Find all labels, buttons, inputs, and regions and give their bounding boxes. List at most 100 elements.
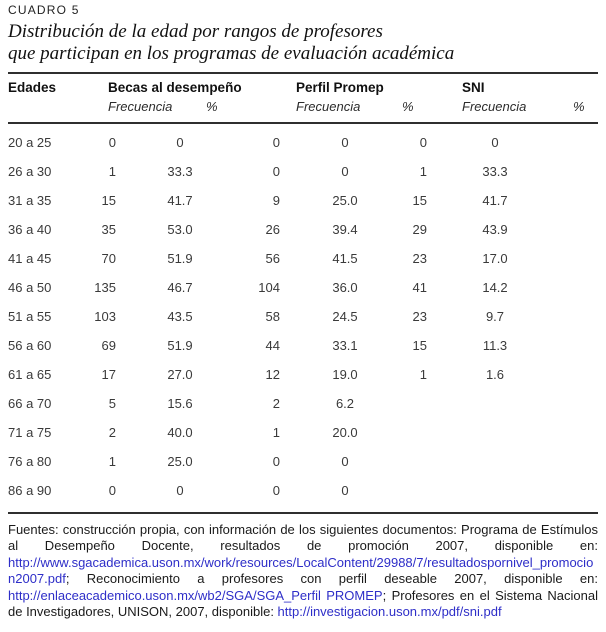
sources-note: Fuentes: construcción propia, con inform… <box>8 522 598 620</box>
frequency-cell: 104 <box>258 280 280 295</box>
percent-cell: 0 <box>491 135 499 150</box>
percent-cell: 17.0 <box>482 251 508 266</box>
column-header-becas: Becas al desempeño <box>108 80 242 95</box>
table-row: 56 a 60 69 51.9 44 33.1 15 11.3 <box>8 331 598 360</box>
frequency-cell: 35 <box>101 222 116 237</box>
source-link[interactable]: http://www.sgacademica.uson.mx/work/reso… <box>8 554 594 587</box>
percent-cell: 33.3 <box>482 164 508 179</box>
frequency-cell: 29 <box>412 222 427 237</box>
edad-range-cell: 86 a 90 <box>8 483 52 498</box>
frequency-cell: 0 <box>108 483 116 498</box>
edad-range-cell: 66 a 70 <box>8 396 52 411</box>
frequency-cell: 9 <box>272 193 280 208</box>
subheader-frecuencia-promep: Frecuencia <box>296 99 361 114</box>
spacer-cell <box>563 389 598 418</box>
frequency-cell: 15 <box>101 193 116 208</box>
frequency-cell: 5 <box>108 396 116 411</box>
percent-cell: 39.4 <box>332 222 358 237</box>
percent-cell: 41.7 <box>482 193 508 208</box>
spacer-cell <box>563 331 598 360</box>
percent-cell: 0 <box>341 164 349 179</box>
percent-cell: 11.3 <box>482 338 508 353</box>
edad-range-cell: 71 a 75 <box>8 425 52 440</box>
source-link[interactable]: http://enlaceacademico.uson.mx/wb2/SGA/S… <box>8 587 383 603</box>
sources-text: ; Profesores en el Sistema Nacional de I… <box>8 587 598 620</box>
frequency-cell: 23 <box>412 251 427 266</box>
table-row: 61 a 65 17 27.0 12 19.0 1 1.6 <box>8 360 598 389</box>
frequency-cell: 1 <box>108 164 116 179</box>
frequency-cell: 2 <box>272 396 280 411</box>
percent-cell: 33.3 <box>167 164 193 179</box>
spacer-cell <box>563 302 598 331</box>
percent-cell: 6.2 <box>335 396 355 411</box>
spacer-cell <box>563 186 598 215</box>
edad-range-cell: 36 a 40 <box>8 222 52 237</box>
percent-cell: 19.0 <box>332 367 358 382</box>
frequency-cell: 103 <box>94 309 116 324</box>
table-row: 66 a 70 5 15.6 2 6.2 <box>8 389 598 418</box>
frequency-cell: 69 <box>101 338 116 353</box>
table-row: 26 a 30 1 33.3 0 0 1 33.3 <box>8 157 598 186</box>
frequency-cell: 17 <box>101 367 116 382</box>
percent-cell: 43.5 <box>167 309 193 324</box>
table-title: Distribución de la edad por rangos de pr… <box>8 21 598 65</box>
frequency-cell: 23 <box>412 309 427 324</box>
table-row: 51 a 55 103 43.5 58 24.5 23 9.7 <box>8 302 598 331</box>
percent-cell <box>427 447 563 476</box>
percent-cell: 46.7 <box>167 280 193 295</box>
percent-cell: 40.0 <box>167 425 193 440</box>
percent-cell: 33.1 <box>332 338 358 353</box>
edad-range-cell: 76 a 80 <box>8 454 52 469</box>
title-line-2: que participan en los programas de evalu… <box>8 43 455 64</box>
percent-cell: 27.0 <box>167 367 193 382</box>
column-header-sni: SNI <box>462 80 485 95</box>
percent-cell: 24.5 <box>332 309 358 324</box>
edad-range-cell: 41 a 45 <box>8 251 52 266</box>
column-header-perfil-promep: Perfil Promep <box>296 80 384 95</box>
table-number: CUADRO 5 <box>8 3 80 17</box>
frequency-cell: 0 <box>419 135 427 150</box>
percent-cell: 51.9 <box>167 251 193 266</box>
frequency-cell: 1 <box>272 425 280 440</box>
percent-cell: 1.6 <box>485 367 505 382</box>
table-row: 71 a 75 2 40.0 1 20.0 <box>8 418 598 447</box>
frequency-cell: 0 <box>272 164 280 179</box>
spacer-cell <box>563 215 598 244</box>
source-link[interactable]: http://investigacion.uson.mx/pdf/sni.pdf <box>277 604 502 620</box>
percent-cell: 0 <box>341 454 349 469</box>
subheader-frecuencia-becas: Frecuencia <box>108 99 173 114</box>
edad-range-cell: 61 a 65 <box>8 367 52 382</box>
frequency-cell <box>410 447 427 476</box>
edad-range-cell: 20 a 25 <box>8 135 52 150</box>
subheader-percent-sni: % <box>573 99 585 114</box>
table-row: 46 a 50 135 46.7 104 36.0 41 14.2 <box>8 273 598 302</box>
horizontal-rule-middle <box>8 122 598 124</box>
edad-range-cell: 31 a 35 <box>8 193 52 208</box>
percent-cell: 43.9 <box>482 222 508 237</box>
frequency-cell: 58 <box>265 309 280 324</box>
percent-cell: 20.0 <box>332 425 358 440</box>
percent-cell: 0 <box>341 483 349 498</box>
frequency-cell: 15 <box>412 193 427 208</box>
subheader-percent-becas: % <box>206 99 218 114</box>
percent-cell: 14.2 <box>482 280 508 295</box>
frequency-cell <box>410 476 427 505</box>
frequency-cell: 1 <box>419 367 427 382</box>
frequency-cell <box>410 418 427 447</box>
percent-cell: 25.0 <box>167 454 193 469</box>
percent-cell: 41.5 <box>332 251 358 266</box>
table-row: 86 a 90 0 0 0 0 <box>8 476 598 505</box>
percent-cell: 41.7 <box>167 193 193 208</box>
data-table: 20 a 25 0 0 0 0 0 0 26 a 30 1 33.3 0 0 1 33.3 31 a 35 1… <box>8 128 598 505</box>
edad-range-cell: 51 a 55 <box>8 309 52 324</box>
spacer-cell <box>563 447 598 476</box>
horizontal-rule-bottom <box>8 512 598 514</box>
frequency-cell: 56 <box>265 251 280 266</box>
frequency-cell: 41 <box>412 280 427 295</box>
spacer-cell <box>563 418 598 447</box>
table-row: 31 a 35 15 41.7 9 25.0 15 41.7 <box>8 186 598 215</box>
spacer-cell <box>563 360 598 389</box>
frequency-cell: 1 <box>419 164 427 179</box>
table-row: 36 a 40 35 53.0 26 39.4 29 43.9 <box>8 215 598 244</box>
